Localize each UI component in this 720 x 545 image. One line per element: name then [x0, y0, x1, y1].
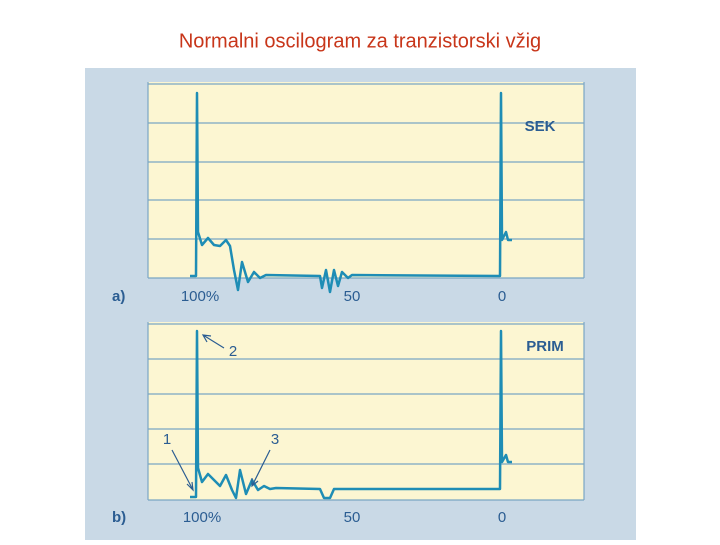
annotation: 3 [271, 431, 279, 448]
axis-label: 100% [183, 509, 221, 526]
grid-b [147, 322, 585, 501]
panel-label: b) [112, 509, 126, 526]
waveform-a [190, 91, 512, 294]
axis-label: 50 [344, 509, 361, 526]
axis-label: 0 [498, 288, 506, 305]
axis-label: 0 [498, 509, 506, 526]
grid-a [147, 82, 585, 279]
waveform-b [190, 329, 512, 500]
annotation-arrow [251, 449, 271, 488]
annotation: 2 [229, 343, 237, 360]
screen-a [148, 82, 584, 278]
axis-label: 50 [344, 288, 361, 305]
annotation-arrow [171, 449, 194, 492]
title: Normalni oscilogram za tranzistorski vži… [179, 30, 541, 52]
annotation-arrow [201, 334, 225, 349]
panel-name: PRIM [526, 338, 564, 355]
screen-b [148, 322, 584, 500]
annotation: 1 [163, 431, 171, 448]
panel-label: a) [112, 288, 125, 305]
axis-label: 100% [181, 288, 219, 305]
panel-name: SEK [525, 118, 556, 135]
